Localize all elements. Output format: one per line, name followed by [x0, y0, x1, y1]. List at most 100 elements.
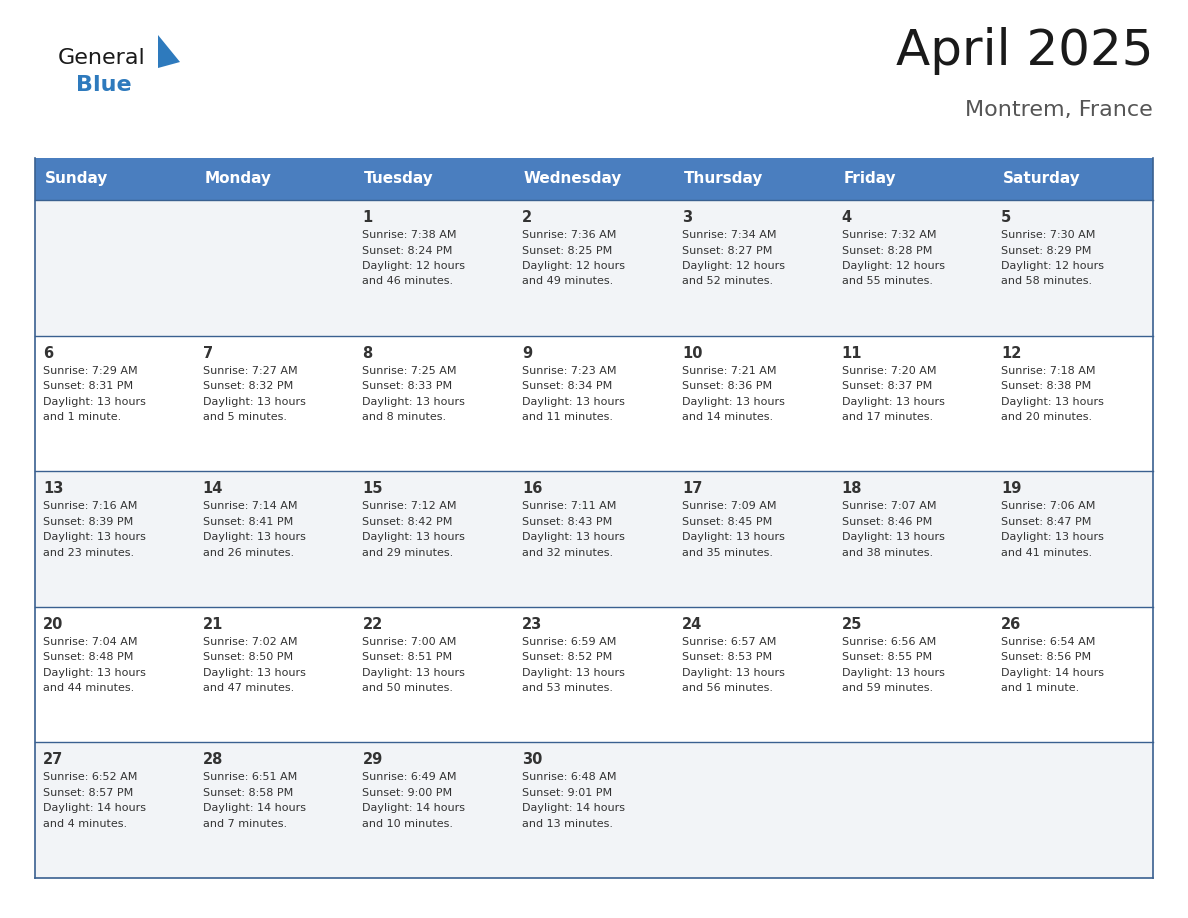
Text: Daylight: 13 hours: Daylight: 13 hours: [682, 667, 785, 677]
Text: Sunset: 8:36 PM: Sunset: 8:36 PM: [682, 381, 772, 391]
Text: Daylight: 13 hours: Daylight: 13 hours: [841, 532, 944, 543]
Text: Sunset: 8:52 PM: Sunset: 8:52 PM: [523, 653, 612, 662]
Bar: [34, 743, 1154, 878]
Text: Sunrise: 7:32 AM: Sunrise: 7:32 AM: [841, 230, 936, 240]
Bar: [34, 336, 1154, 471]
Text: Daylight: 13 hours: Daylight: 13 hours: [203, 667, 305, 677]
Bar: [674, 158, 834, 200]
Text: and 50 minutes.: and 50 minutes.: [362, 683, 454, 693]
Bar: [993, 158, 1154, 200]
Text: Sunrise: 7:12 AM: Sunrise: 7:12 AM: [362, 501, 457, 511]
Text: Sunset: 8:24 PM: Sunset: 8:24 PM: [362, 245, 453, 255]
Text: Daylight: 14 hours: Daylight: 14 hours: [362, 803, 466, 813]
Text: and 1 minute.: and 1 minute.: [43, 412, 121, 422]
Text: Daylight: 13 hours: Daylight: 13 hours: [43, 667, 146, 677]
Text: Sunset: 8:32 PM: Sunset: 8:32 PM: [203, 381, 293, 391]
Text: Sunrise: 6:54 AM: Sunrise: 6:54 AM: [1001, 637, 1095, 647]
Text: Daylight: 13 hours: Daylight: 13 hours: [841, 667, 944, 677]
Text: and 47 minutes.: and 47 minutes.: [203, 683, 293, 693]
Bar: [514, 158, 674, 200]
Text: Daylight: 13 hours: Daylight: 13 hours: [523, 397, 625, 407]
Text: 17: 17: [682, 481, 702, 497]
Text: Daylight: 12 hours: Daylight: 12 hours: [362, 261, 466, 271]
Text: Daylight: 12 hours: Daylight: 12 hours: [1001, 261, 1105, 271]
Text: Sunset: 8:56 PM: Sunset: 8:56 PM: [1001, 653, 1092, 662]
Text: Daylight: 13 hours: Daylight: 13 hours: [682, 532, 785, 543]
Text: 30: 30: [523, 753, 543, 767]
Text: Sunrise: 6:57 AM: Sunrise: 6:57 AM: [682, 637, 776, 647]
Text: Sunset: 9:01 PM: Sunset: 9:01 PM: [523, 788, 612, 798]
Text: 21: 21: [203, 617, 223, 632]
Text: 11: 11: [841, 345, 862, 361]
Text: and 49 minutes.: and 49 minutes.: [523, 276, 613, 286]
Text: 26: 26: [1001, 617, 1022, 632]
Text: Blue: Blue: [76, 75, 132, 95]
Text: Thursday: Thursday: [683, 172, 763, 186]
Text: Sunset: 8:38 PM: Sunset: 8:38 PM: [1001, 381, 1092, 391]
Text: 5: 5: [1001, 210, 1011, 225]
Text: Sunrise: 7:23 AM: Sunrise: 7:23 AM: [523, 365, 617, 375]
Text: Sunset: 8:42 PM: Sunset: 8:42 PM: [362, 517, 453, 527]
Text: Sunrise: 7:34 AM: Sunrise: 7:34 AM: [682, 230, 776, 240]
Text: and 13 minutes.: and 13 minutes.: [523, 819, 613, 829]
Text: and 1 minute.: and 1 minute.: [1001, 683, 1080, 693]
Text: Sunrise: 7:27 AM: Sunrise: 7:27 AM: [203, 365, 297, 375]
Text: Sunrise: 7:38 AM: Sunrise: 7:38 AM: [362, 230, 457, 240]
Bar: [834, 158, 993, 200]
Text: Sunrise: 7:25 AM: Sunrise: 7:25 AM: [362, 365, 457, 375]
Text: Sunrise: 6:48 AM: Sunrise: 6:48 AM: [523, 772, 617, 782]
Text: Sunset: 8:50 PM: Sunset: 8:50 PM: [203, 653, 292, 662]
Text: Daylight: 14 hours: Daylight: 14 hours: [523, 803, 625, 813]
Text: 16: 16: [523, 481, 543, 497]
Text: Daylight: 12 hours: Daylight: 12 hours: [682, 261, 785, 271]
Text: Sunrise: 7:06 AM: Sunrise: 7:06 AM: [1001, 501, 1095, 511]
Text: Wednesday: Wednesday: [524, 172, 623, 186]
Text: Sunday: Sunday: [45, 172, 108, 186]
Text: 18: 18: [841, 481, 862, 497]
Bar: [195, 158, 354, 200]
Bar: [34, 607, 1154, 743]
Text: Daylight: 13 hours: Daylight: 13 hours: [523, 667, 625, 677]
Bar: [34, 158, 195, 200]
Text: Sunrise: 7:09 AM: Sunrise: 7:09 AM: [682, 501, 776, 511]
Text: Sunset: 8:58 PM: Sunset: 8:58 PM: [203, 788, 293, 798]
Text: and 5 minutes.: and 5 minutes.: [203, 412, 286, 422]
Text: 7: 7: [203, 345, 213, 361]
Text: Sunrise: 7:02 AM: Sunrise: 7:02 AM: [203, 637, 297, 647]
Text: Daylight: 14 hours: Daylight: 14 hours: [43, 803, 146, 813]
Polygon shape: [158, 35, 181, 68]
Text: General: General: [58, 48, 146, 68]
Text: Sunset: 8:33 PM: Sunset: 8:33 PM: [362, 381, 453, 391]
Text: 3: 3: [682, 210, 691, 225]
Text: Sunset: 8:27 PM: Sunset: 8:27 PM: [682, 245, 772, 255]
Text: 22: 22: [362, 617, 383, 632]
Text: and 55 minutes.: and 55 minutes.: [841, 276, 933, 286]
Text: Daylight: 13 hours: Daylight: 13 hours: [203, 397, 305, 407]
Text: and 26 minutes.: and 26 minutes.: [203, 548, 293, 558]
Text: Sunrise: 7:20 AM: Sunrise: 7:20 AM: [841, 365, 936, 375]
Text: Daylight: 14 hours: Daylight: 14 hours: [203, 803, 305, 813]
Text: Daylight: 12 hours: Daylight: 12 hours: [523, 261, 625, 271]
Text: 20: 20: [43, 617, 63, 632]
Text: Sunrise: 6:56 AM: Sunrise: 6:56 AM: [841, 637, 936, 647]
Text: Sunset: 8:48 PM: Sunset: 8:48 PM: [43, 653, 133, 662]
Text: Daylight: 13 hours: Daylight: 13 hours: [362, 397, 466, 407]
Text: Sunset: 8:28 PM: Sunset: 8:28 PM: [841, 245, 931, 255]
Text: 4: 4: [841, 210, 852, 225]
Text: Daylight: 13 hours: Daylight: 13 hours: [523, 532, 625, 543]
Text: Daylight: 13 hours: Daylight: 13 hours: [362, 667, 466, 677]
Text: Sunrise: 7:21 AM: Sunrise: 7:21 AM: [682, 365, 776, 375]
Text: Sunset: 8:57 PM: Sunset: 8:57 PM: [43, 788, 133, 798]
Text: Sunrise: 6:52 AM: Sunrise: 6:52 AM: [43, 772, 138, 782]
Text: Daylight: 14 hours: Daylight: 14 hours: [1001, 667, 1105, 677]
Text: 8: 8: [362, 345, 373, 361]
Text: 9: 9: [523, 345, 532, 361]
Text: Sunset: 8:37 PM: Sunset: 8:37 PM: [841, 381, 931, 391]
Text: and 29 minutes.: and 29 minutes.: [362, 548, 454, 558]
Text: 23: 23: [523, 617, 543, 632]
Text: and 53 minutes.: and 53 minutes.: [523, 683, 613, 693]
Text: Tuesday: Tuesday: [364, 172, 434, 186]
Text: Sunset: 8:43 PM: Sunset: 8:43 PM: [523, 517, 612, 527]
Text: Daylight: 13 hours: Daylight: 13 hours: [1001, 532, 1104, 543]
Bar: [354, 158, 514, 200]
